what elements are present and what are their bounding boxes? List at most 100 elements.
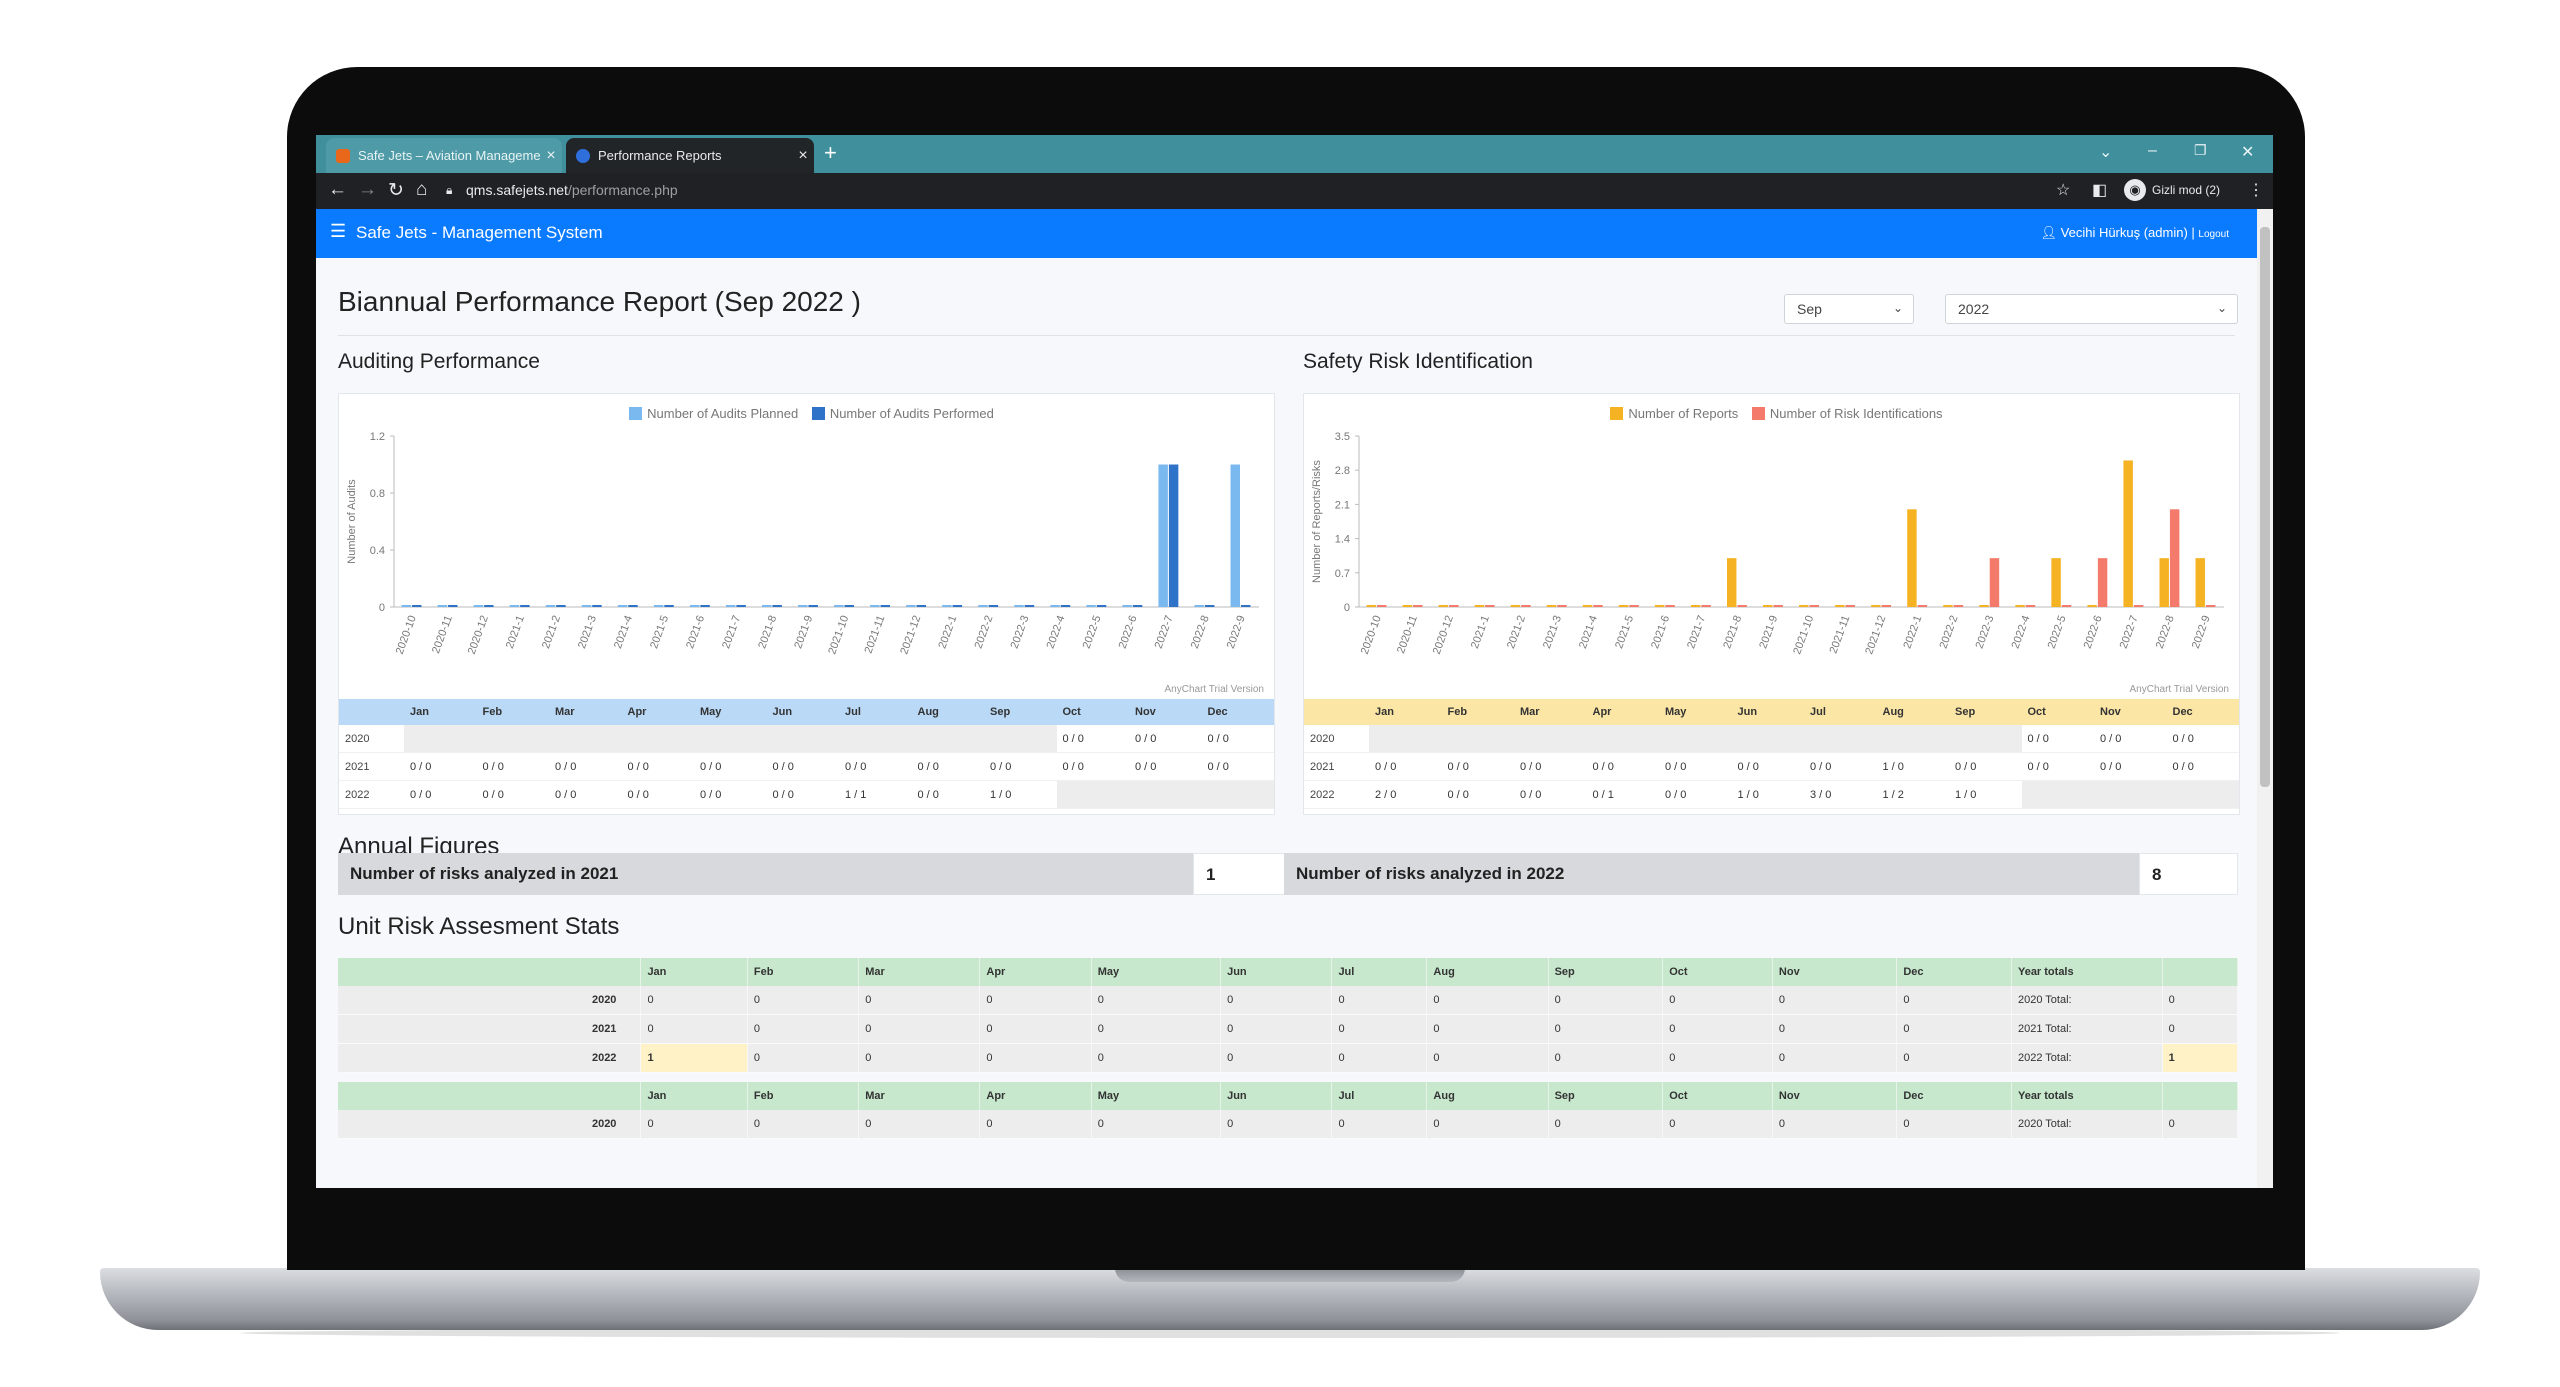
bar[interactable] (2025, 605, 2036, 607)
bar[interactable] (834, 605, 844, 607)
incognito-profile[interactable]: ◉ Gizli mod (2) (2124, 179, 2220, 201)
bar[interactable] (1485, 605, 1495, 607)
close-icon[interactable]: × (546, 146, 556, 164)
bar[interactable] (1701, 605, 1711, 607)
bar[interactable] (978, 605, 988, 607)
bar[interactable] (2015, 605, 2025, 607)
bar[interactable] (2051, 558, 2061, 607)
bar[interactable] (1690, 605, 1701, 607)
forward-icon[interactable]: → (358, 179, 377, 200)
brand-link[interactable]: Safe Jets - Management System (356, 223, 603, 242)
bar[interactable] (1521, 605, 1531, 607)
bar[interactable] (1773, 605, 1783, 607)
bar[interactable] (942, 605, 952, 607)
bar[interactable] (736, 605, 746, 607)
bar[interactable] (1665, 605, 1675, 607)
browser-tab-performance[interactable]: Performance Reports × (566, 138, 814, 173)
bar[interactable] (1050, 605, 1060, 607)
user-menu[interactable]: 👤︎ Vecihi Hürkuş (admin) | Logout (2040, 225, 2229, 240)
bar[interactable] (401, 605, 412, 607)
bar[interactable] (1907, 509, 1917, 607)
url-field[interactable]: qms.safejets.net/performance.php (466, 182, 678, 198)
bar[interactable] (1230, 464, 1240, 608)
bar[interactable] (2205, 605, 2216, 607)
bar[interactable] (1917, 605, 1928, 607)
bar[interactable] (1618, 605, 1629, 607)
bar[interactable] (880, 605, 891, 607)
bar[interactable] (448, 605, 458, 607)
bar[interactable] (1989, 558, 2000, 607)
bar[interactable] (952, 605, 963, 607)
bar[interactable] (2159, 558, 2169, 607)
bar[interactable] (916, 605, 927, 607)
bar[interactable] (664, 605, 674, 607)
bar[interactable] (1943, 605, 1953, 607)
bar[interactable] (988, 605, 999, 607)
bar[interactable] (1096, 605, 1107, 607)
bar[interactable] (844, 605, 854, 607)
bar[interactable] (1060, 605, 1071, 607)
new-tab-icon[interactable]: + (824, 140, 837, 165)
bar[interactable] (581, 605, 592, 607)
minimize-icon[interactable]: – (2148, 142, 2157, 159)
bar[interactable] (808, 605, 818, 607)
bar[interactable] (1024, 605, 1035, 607)
bar[interactable] (2133, 605, 2144, 607)
bar[interactable] (1737, 605, 1747, 607)
bar[interactable] (1194, 605, 1204, 607)
bar[interactable] (473, 605, 484, 607)
month-select[interactable]: Sep ⌄ (1784, 294, 1914, 324)
bar[interactable] (617, 605, 628, 607)
browser-tab-safejets[interactable]: Safe Jets – Aviation Management × (326, 138, 562, 173)
bar[interactable] (870, 605, 880, 607)
bar[interactable] (1449, 605, 1459, 607)
scrollbar-thumb[interactable] (2260, 227, 2270, 787)
home-icon[interactable]: ⌂ (416, 179, 428, 200)
bookmark-star-icon[interactable]: ☆ (2056, 182, 2071, 199)
bar[interactable] (906, 605, 916, 607)
bar[interactable] (1474, 605, 1485, 607)
bar[interactable] (1546, 605, 1557, 607)
bar[interactable] (761, 605, 772, 607)
year-select[interactable]: 2022 ⌄ (1945, 294, 2238, 324)
bar[interactable] (725, 605, 736, 607)
bar[interactable] (798, 605, 808, 607)
logout-link[interactable]: Logout (2198, 229, 2229, 240)
bar[interactable] (1086, 605, 1096, 607)
menu-dots-icon[interactable]: ⋮ (2248, 182, 2264, 199)
bar[interactable] (689, 605, 700, 607)
window-close-icon[interactable]: ✕ (2241, 144, 2255, 161)
bar[interactable] (2169, 509, 2180, 607)
lock-icon[interactable]: 🔒︎ (446, 183, 453, 197)
bar[interactable] (1014, 605, 1024, 607)
legend-item[interactable]: Number of Reports (1628, 406, 1739, 421)
close-icon[interactable]: × (798, 146, 808, 164)
bar[interactable] (1510, 605, 1521, 607)
bar[interactable] (628, 605, 638, 607)
bar[interactable] (484, 605, 494, 607)
bar[interactable] (653, 605, 664, 607)
bar[interactable] (1799, 605, 1809, 607)
legend-item[interactable]: Number of Audits Planned (647, 406, 799, 421)
bar[interactable] (1871, 605, 1881, 607)
bar[interactable] (1366, 605, 1377, 607)
bar[interactable] (520, 605, 530, 607)
bar[interactable] (1132, 605, 1143, 607)
bar[interactable] (1881, 605, 1892, 607)
bar[interactable] (1979, 605, 1989, 607)
bar[interactable] (1158, 464, 1168, 608)
tab-search-icon[interactable]: ⌄ (2099, 144, 2113, 161)
bar[interactable] (1835, 605, 1845, 607)
bar[interactable] (437, 605, 448, 607)
bar[interactable] (1402, 605, 1413, 607)
bar[interactable] (592, 605, 602, 607)
restore-icon[interactable]: ❐ (2194, 142, 2207, 158)
back-icon[interactable]: ← (328, 179, 347, 200)
bar[interactable] (1438, 605, 1449, 607)
bar[interactable] (2123, 460, 2133, 607)
legend-item[interactable]: Number of Audits Performed (829, 406, 994, 421)
bar[interactable] (1809, 605, 1819, 607)
bar[interactable] (1763, 605, 1773, 607)
bar[interactable] (1168, 464, 1179, 608)
bar[interactable] (1240, 605, 1251, 607)
